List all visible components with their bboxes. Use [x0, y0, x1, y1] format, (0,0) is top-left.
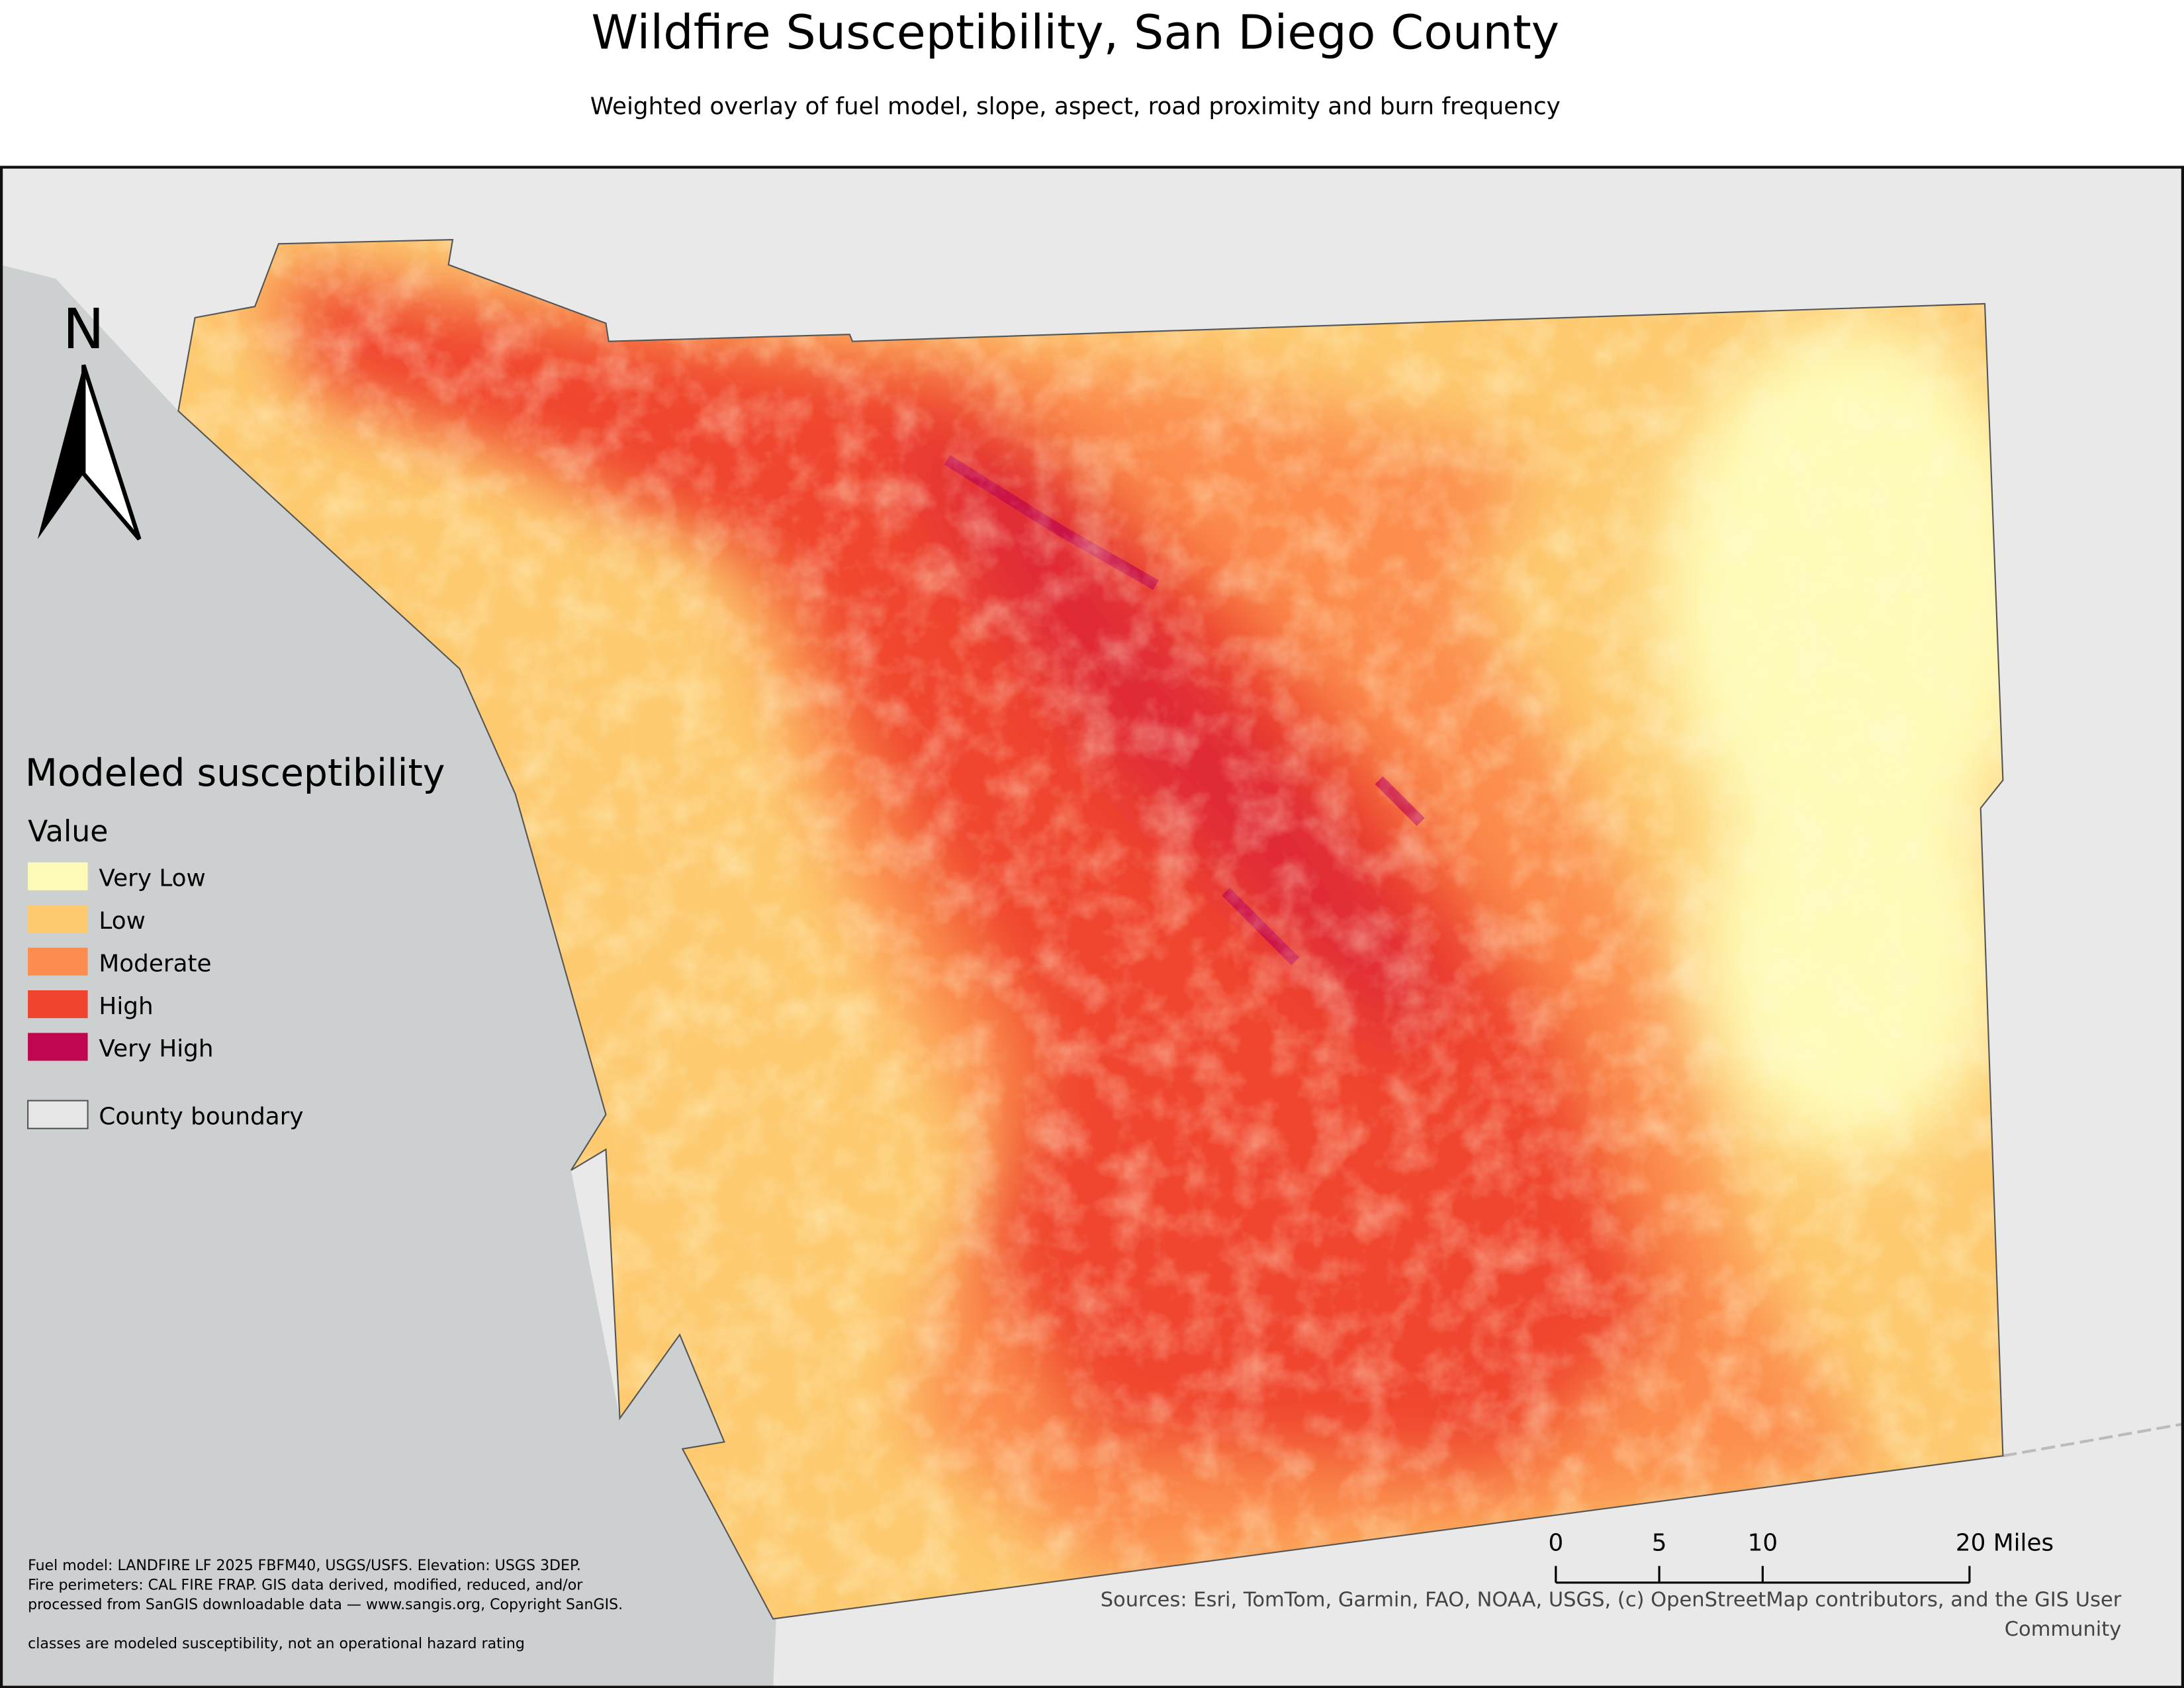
scale-bar: 0 5 10 20 Miles [1548, 1529, 2054, 1584]
credit-line: Fire perimeters: CAL FIRE FRAP. GIS data… [28, 1576, 583, 1593]
legend-title: Modeled susceptibility [25, 751, 445, 795]
map-frame [0, 165, 2184, 1688]
scale-label: 0 [1548, 1529, 1563, 1556]
legend: Very Low Low Moderate High Very High County b… [27, 862, 304, 1130]
legend-label: Very High [99, 1035, 213, 1062]
legend-label: Moderate [99, 950, 211, 977]
legend-swatch [28, 1033, 88, 1061]
map [1, 167, 2183, 1687]
legend-label: Very Low [99, 865, 205, 892]
scale-label: 20 Miles [1956, 1529, 2054, 1556]
border-line [2003, 1423, 2183, 1458]
county-boundary [177, 238, 2004, 1620]
source-line: Sources: Esri, TomTom, Garmin, FAO, NOAA… [1101, 1589, 2122, 1612]
title: Wildfire Susceptibility, San Diego Count… [591, 5, 1559, 60]
legend-label: High [99, 993, 153, 1020]
source-line: Community [2005, 1618, 2122, 1641]
scale-label: 10 [1748, 1529, 1778, 1556]
ocean [1, 265, 780, 1687]
credit-line: processed from SanGIS downloadable data … [28, 1596, 623, 1613]
north-label: N [63, 297, 105, 361]
credits: Fuel model: LANDFIRE LF 2025 FBFM40, USG… [28, 1557, 623, 1652]
legend-swatch [28, 905, 88, 933]
legend-swatch [28, 990, 88, 1019]
legend-label: Low [99, 908, 145, 935]
subtitle: Weighted overlay of fuel model, slope, a… [590, 93, 1561, 120]
legend-swatch [28, 947, 88, 976]
legend-swatch [27, 1100, 89, 1129]
legend-swatch [28, 862, 88, 890]
legend-subtitle: Value [28, 815, 108, 849]
scale-label: 5 [1652, 1529, 1667, 1556]
credit-line: Fuel model: LANDFIRE LF 2025 FBFM40, USG… [28, 1557, 581, 1574]
legend-label: County boundary [99, 1103, 303, 1130]
credit-note: classes are modeled susceptibility, not … [28, 1635, 525, 1652]
sources: Sources: Esri, TomTom, Garmin, FAO, NOAA… [1101, 1589, 2122, 1641]
north-arrow: N [37, 297, 142, 541]
